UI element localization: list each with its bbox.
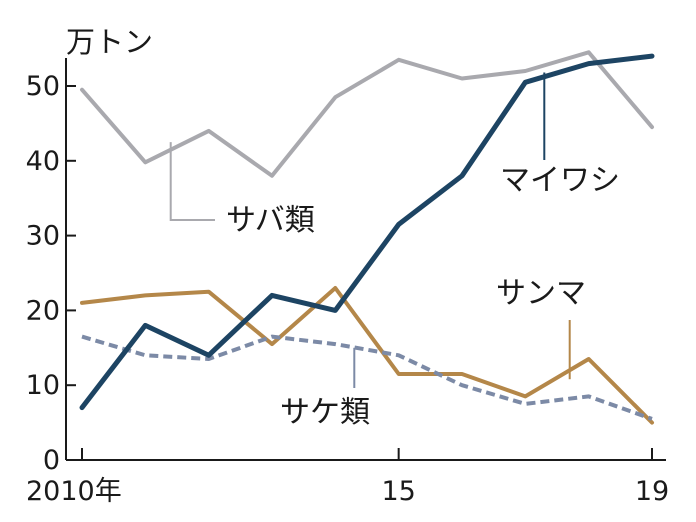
y-axis: 0 10 20 30 40 50	[26, 58, 76, 476]
y-tick-label: 0	[43, 445, 60, 476]
x-tick-label: 19	[635, 476, 669, 507]
y-tick-label: 20	[26, 295, 60, 326]
series-label: サバ類	[226, 203, 315, 238]
series-leader-line	[169, 142, 215, 221]
y-tick-label: 30	[26, 221, 60, 252]
x-axis: 2010年 15 19	[26, 448, 669, 507]
series-line-1	[79, 53, 655, 411]
series-label: マイワシ	[500, 163, 620, 198]
x-tick-label: 2010年	[26, 476, 122, 507]
series-label: サンマ	[496, 276, 586, 311]
y-tick-label: 10	[26, 370, 60, 401]
y-unit-label: 万トン	[66, 25, 153, 59]
series-line-0	[80, 50, 654, 178]
x-tick-label: 15	[381, 476, 415, 507]
y-tick-label: 50	[26, 71, 60, 102]
series-line-2	[80, 286, 654, 425]
series-lines	[79, 50, 655, 425]
series-line-3	[81, 334, 653, 421]
series-label: サケ類	[280, 395, 370, 430]
y-tick-label: 40	[26, 146, 60, 177]
